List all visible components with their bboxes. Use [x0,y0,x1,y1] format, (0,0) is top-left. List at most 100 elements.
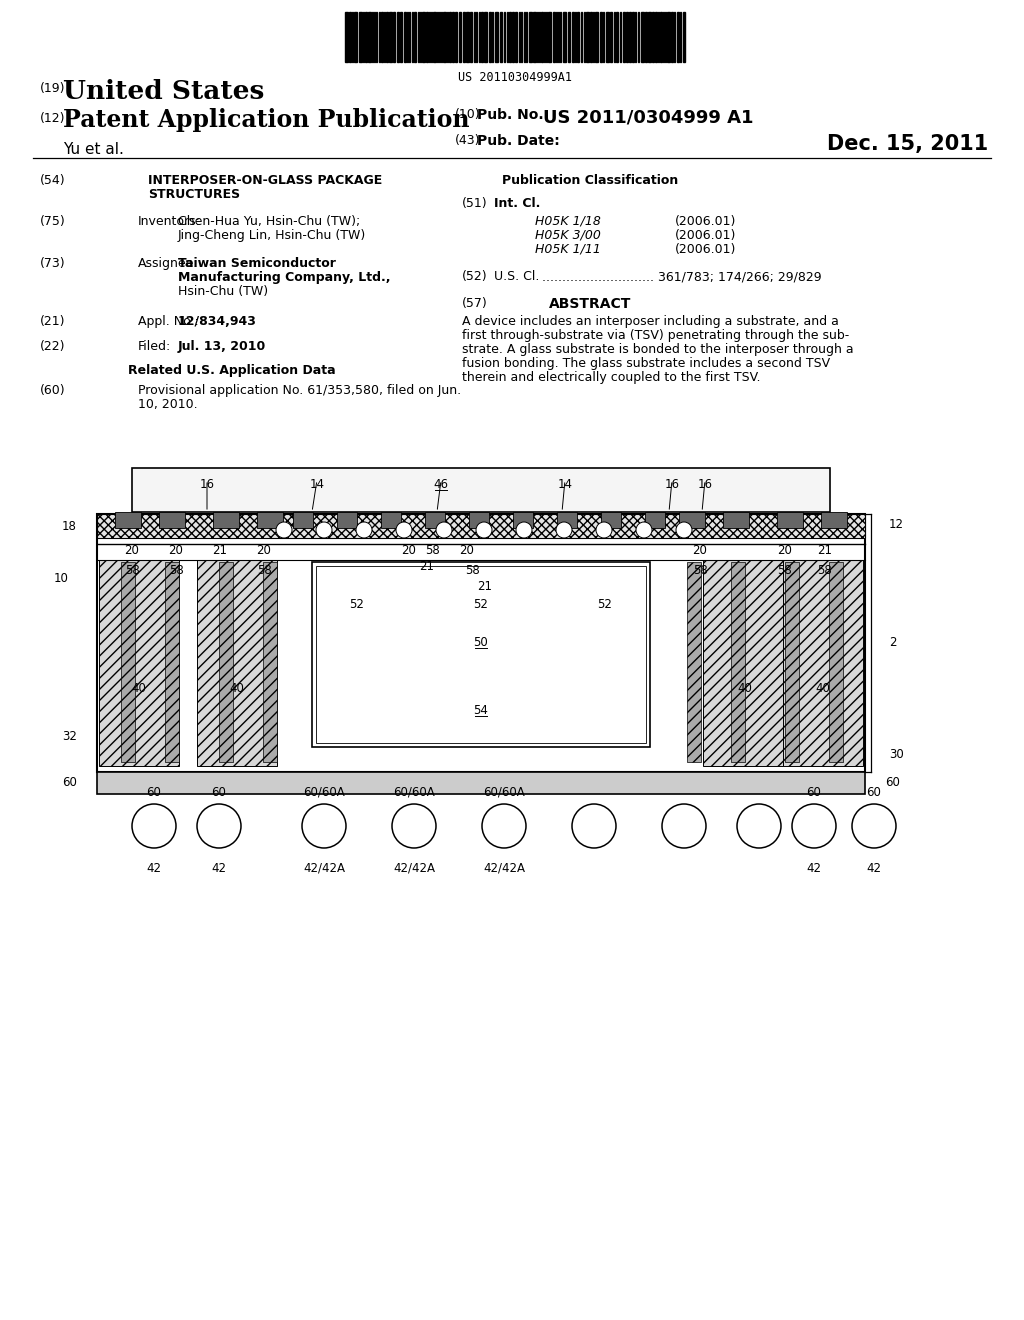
Bar [397,12,399,62]
Bar [529,12,532,62]
Circle shape [484,807,524,846]
Text: 60: 60 [146,785,162,799]
Bar [829,562,843,762]
Text: U.S. Cl.: U.S. Cl. [494,271,540,282]
Bar [563,12,566,62]
Text: (10): (10) [455,108,480,121]
Circle shape [392,804,436,847]
Text: 18: 18 [62,520,77,532]
Bar [459,12,461,62]
Circle shape [516,521,532,539]
Bar [121,562,135,762]
Circle shape [792,804,836,847]
Text: ............................ 361/783; 174/266; 29/829: ............................ 361/783; 17… [538,271,821,282]
Circle shape [302,804,346,847]
Bar [534,12,536,62]
Bar [586,12,589,62]
Bar [600,12,602,62]
Bar [381,12,383,62]
Bar [219,562,233,762]
Bar [723,512,749,528]
Bar [641,12,644,62]
Bar [263,562,278,762]
Circle shape [664,807,705,846]
Text: 42: 42 [212,862,226,874]
Bar [495,12,498,62]
Bar [632,12,634,62]
Text: 42: 42 [807,862,821,874]
Bar [466,12,469,62]
Circle shape [197,804,241,847]
Bar [595,12,598,62]
Bar [97,772,865,795]
Text: 42/42A: 42/42A [303,862,345,874]
Text: US 20110304999A1: US 20110304999A1 [458,71,572,84]
Text: 20: 20 [777,544,793,557]
Circle shape [636,521,652,539]
Text: Hsin-Chu (TW): Hsin-Chu (TW) [178,285,268,298]
Text: 20: 20 [460,544,474,557]
Text: 42/42A: 42/42A [483,862,525,874]
Bar [671,12,673,62]
Bar [422,12,425,62]
Text: 20: 20 [169,544,183,557]
Bar [165,562,179,762]
Circle shape [436,521,452,539]
Circle shape [739,807,779,846]
Text: 58: 58 [692,564,708,577]
Text: (73): (73) [40,257,66,271]
Bar [821,512,847,528]
Circle shape [676,521,692,539]
Bar [389,12,392,62]
Bar [513,512,534,528]
Bar [381,512,401,528]
Bar [349,12,351,62]
Circle shape [482,804,526,847]
Bar [679,512,705,528]
Text: (2006.01): (2006.01) [675,243,736,256]
Bar [425,512,445,528]
Circle shape [574,807,614,846]
Bar [590,12,592,62]
Circle shape [199,807,239,846]
Bar [610,12,612,62]
Bar [443,12,446,62]
Text: 12: 12 [889,517,904,531]
Bar [783,560,863,766]
Bar [97,513,865,539]
Text: 46: 46 [433,478,449,491]
Bar [553,12,555,62]
Text: 14: 14 [557,478,572,491]
Bar [386,12,388,62]
Text: Jul. 13, 2010: Jul. 13, 2010 [178,341,266,352]
Bar [426,12,428,62]
Bar [404,12,406,62]
Bar [197,560,278,766]
Bar [257,512,283,528]
Text: (75): (75) [40,215,66,228]
Bar [213,512,239,528]
Bar [414,12,416,62]
Text: H05K 3/00: H05K 3/00 [535,228,601,242]
Bar [606,12,609,62]
Text: 60: 60 [866,785,882,799]
Circle shape [316,521,332,539]
Text: 32: 32 [62,730,77,742]
Circle shape [572,804,616,847]
Text: Pub. No.:: Pub. No.: [477,108,549,121]
Circle shape [737,804,781,847]
Text: H05K 1/18: H05K 1/18 [535,215,601,228]
Bar [393,12,395,62]
Text: 58: 58 [777,564,793,577]
Text: 40: 40 [229,682,245,696]
Bar [489,12,490,62]
Circle shape [556,521,572,539]
Bar [509,12,511,62]
Text: 54: 54 [473,704,488,717]
Bar [616,12,618,62]
Text: 52: 52 [349,598,365,610]
Text: (43): (43) [455,135,480,147]
Bar [469,512,489,528]
Bar [481,12,483,62]
Bar [400,12,402,62]
